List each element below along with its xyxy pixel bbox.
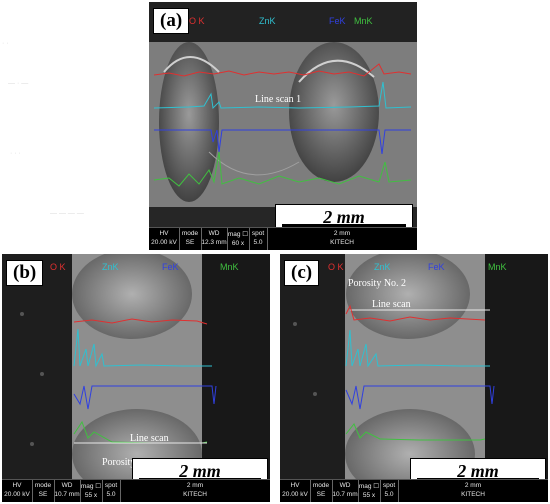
legend-fek-c: FeK xyxy=(428,262,445,272)
sem-databar-c: HV 20.00 kV mode SE WD 10.7 mm mag ☐ 55 x sp… xyxy=(280,479,548,502)
porosity-label-b: Porosity N xyxy=(102,457,146,468)
legend-fek-a: FeK xyxy=(329,16,346,26)
legend-znk-c: ZnK xyxy=(374,262,391,272)
scale-label-c: 2 mm xyxy=(457,461,499,481)
legend-ok-c: O K xyxy=(328,262,344,272)
line-scan-label-b: Line scan xyxy=(130,433,169,444)
scale-label-b: 2 mm xyxy=(179,461,221,481)
sem-panel-a: O K ZnK FeK MnK (a) Line scan 1 2 mm HV 2… xyxy=(149,2,417,250)
legend-znk-b: ZnK xyxy=(102,262,119,272)
sem-panel-b: O K ZnK FeK MnK (b) Line scan Porosity N… xyxy=(2,254,270,502)
sem-panel-c: O K ZnK FeK MnK (c) Porosity No. 2 Line … xyxy=(280,254,548,502)
porosity-label-c: Porosity No. 2 xyxy=(348,278,407,289)
scale-label-a: 2 mm xyxy=(323,207,365,227)
sem-databar-b: HV 20.00 kV mode SE WD 10.7 mm mag ☐ 55 x sp… xyxy=(2,479,270,502)
panel-label-b: (b) xyxy=(6,260,44,286)
legend-mnk-a: MnK xyxy=(354,16,373,26)
panel-label-c: (c) xyxy=(284,260,320,286)
line-scan-label-c: Line scan xyxy=(372,299,411,310)
panel-label-a: (a) xyxy=(153,8,190,34)
sem-databar-a: HV 20.00 kV mode SE WD 12.3 mm mag ☐ 60 x sp… xyxy=(149,227,417,250)
background-artifacts: · · — · — · · · — — — — xyxy=(2,40,84,217)
sem-micrograph-a xyxy=(149,2,417,250)
legend-znk-a: ZnK xyxy=(259,16,276,26)
line-scan-label-a: Line scan 1 xyxy=(255,94,302,105)
legend-ok-b: O K xyxy=(50,262,66,272)
legend-mnk-c: MnK xyxy=(488,262,507,272)
legend-mnk-b: MnK xyxy=(220,262,239,272)
legend-ok-a: O K xyxy=(189,16,205,26)
legend-fek-b: FeK xyxy=(162,262,179,272)
